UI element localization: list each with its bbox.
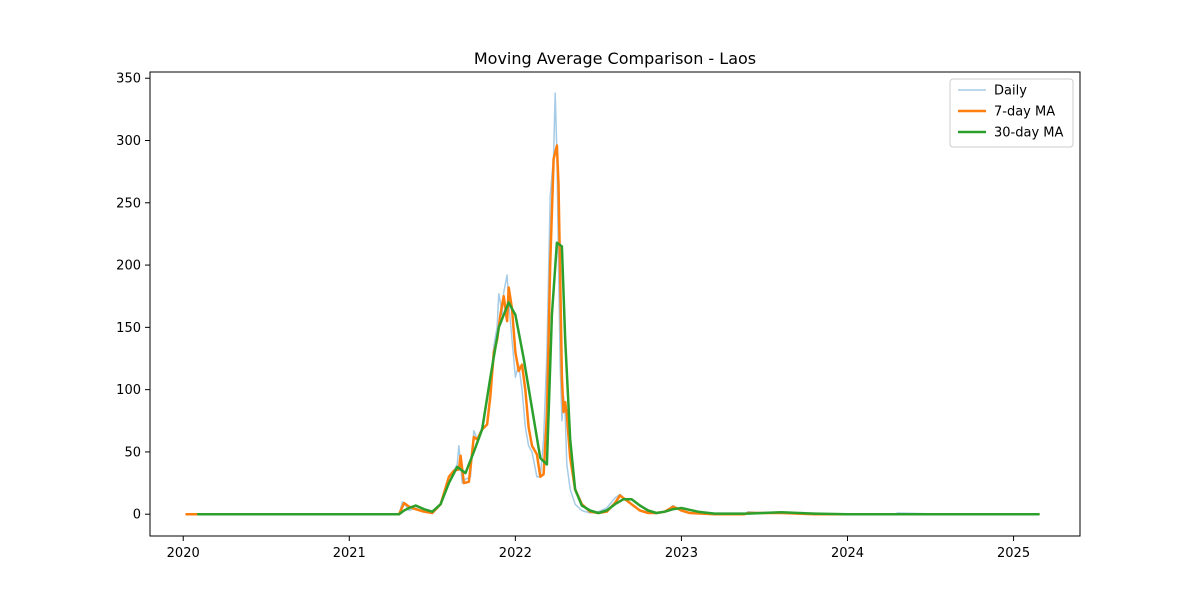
x-tick-label: 2022 bbox=[499, 546, 532, 561]
legend-box bbox=[949, 78, 1074, 148]
x-tick-label: 2025 bbox=[997, 546, 1030, 561]
y-tick-label: 350 bbox=[116, 72, 141, 87]
x-axis: 2020 2021 2022 2023 2024 2025 bbox=[167, 536, 1030, 561]
y-tick-label: 250 bbox=[116, 196, 141, 211]
y-tick-label: 150 bbox=[116, 321, 141, 336]
series-line-30-day-ma bbox=[196, 241, 1040, 516]
y-axis: 0 50 100 150 200 250 300 350 bbox=[116, 72, 150, 523]
y-tick-label: 50 bbox=[124, 445, 141, 460]
x-tick-label: 2021 bbox=[333, 546, 366, 561]
y-tick-label: 300 bbox=[116, 134, 141, 149]
x-tick-label: 2023 bbox=[665, 546, 698, 561]
y-tick-label: 0 bbox=[133, 508, 141, 523]
chart-title: Moving Average Comparison - Laos bbox=[474, 49, 756, 68]
series-line-7-day-ma bbox=[185, 144, 1040, 516]
legend: Daily 7-day MA 30-day MA bbox=[949, 78, 1074, 148]
legend-label: Daily bbox=[994, 84, 1027, 99]
plot-area-frame bbox=[149, 71, 1081, 537]
y-tick-label: 200 bbox=[116, 259, 141, 274]
x-tick-label: 2024 bbox=[831, 546, 864, 561]
legend-label: 7-day MA bbox=[994, 105, 1055, 120]
series-layer bbox=[185, 92, 1040, 516]
legend-label: 30-day MA bbox=[994, 126, 1063, 141]
y-tick-label: 100 bbox=[116, 383, 141, 398]
x-tick-label: 2020 bbox=[167, 546, 200, 561]
